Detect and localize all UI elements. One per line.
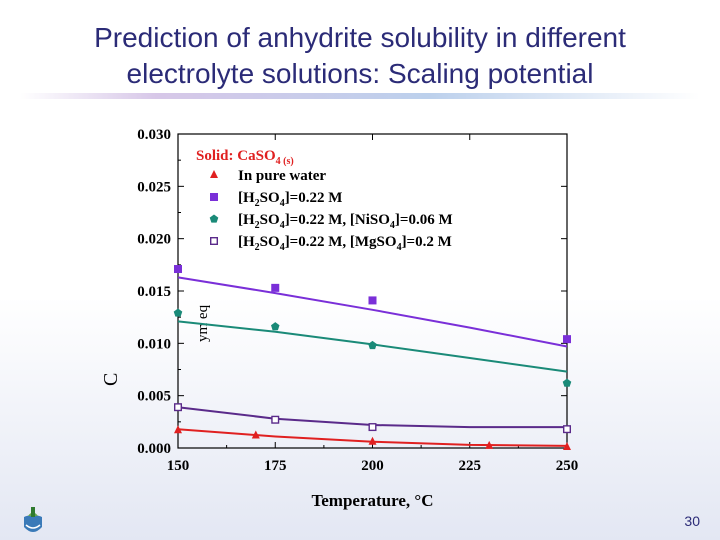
data-point-series-2 <box>271 283 280 292</box>
slide-title-line-2: electrolyte solutions: Scaling potential <box>126 58 594 89</box>
data-point-series-4 <box>271 415 280 424</box>
data-point-series-4 <box>173 403 182 412</box>
data-point-series-2 <box>174 265 182 274</box>
x-tick-label: 150 <box>167 458 190 474</box>
x-tick-label: 225 <box>459 458 482 474</box>
legend-title: Solid: CaSO4 (s) <box>196 148 294 167</box>
legend-marker-series-3 <box>209 214 219 223</box>
y-tick-label: 0.010 <box>137 336 171 352</box>
y-tick-label: 0.020 <box>137 232 171 248</box>
data-point-series-1 <box>368 436 377 445</box>
plot-frame <box>177 133 568 449</box>
data-point-series-2 <box>563 335 571 344</box>
fit-line-series-2 <box>177 276 568 348</box>
data-point-series-1 <box>174 425 182 434</box>
legend-label-series-4: [H2SO4]=0.22 M, [MgSO4]=0.2 M <box>238 234 452 253</box>
y-tick-label: 0.005 <box>137 389 171 405</box>
y-tick-label: 0.025 <box>137 179 171 195</box>
university-logo-icon <box>24 507 42 532</box>
y-tick-label: 0.000 <box>137 441 171 457</box>
slide-number: 30 <box>684 513 700 529</box>
y-tick-label: 0.015 <box>137 284 171 300</box>
legend-label-series-3: [H2SO4]=0.22 M, [NiSO4]=0.06 M <box>238 212 453 231</box>
data-point-series-2 <box>368 296 377 305</box>
y-axis-label: C <box>100 373 122 386</box>
legend-marker-series-1 <box>210 170 218 178</box>
legend-label-series-2: [H2SO4]=0.22 M <box>238 190 342 209</box>
data-point-series-1 <box>485 440 494 449</box>
legend-label-series-1: In pure water <box>238 168 326 184</box>
data-point-series-4 <box>368 423 377 432</box>
data-point-series-4 <box>563 425 572 434</box>
data-point-series-1 <box>251 430 260 439</box>
legend: Solid: CaSO4 (s)In pure water [H2SO4]=0.2… <box>196 148 453 253</box>
data-point-series-1 <box>563 441 571 450</box>
legend-marker-series-4 <box>209 236 218 245</box>
x-tick-label: 175 <box>264 458 287 474</box>
y-tick-label: 0.030 <box>137 127 171 143</box>
x-tick-label: 200 <box>361 458 384 474</box>
data-point-series-3 <box>562 378 572 387</box>
title-divider <box>20 93 700 99</box>
solubility-chart: 0.000 0.005 0.010 0.015 0.020 0.025 0.030 150 17… <box>100 127 579 510</box>
x-axis-label: Temperature, °C <box>311 491 433 510</box>
x-tick-label: 250 <box>556 458 579 474</box>
data-point-series-3 <box>271 322 280 331</box>
slide-title: Prediction of anhydrite solubility in di… <box>20 20 700 92</box>
legend-marker-series-2 <box>210 193 218 201</box>
slide-title-line-1: Prediction of anhydrite solubility in di… <box>94 22 626 53</box>
data-point-series-3 <box>368 340 377 350</box>
data-point-series-3 <box>173 308 183 317</box>
